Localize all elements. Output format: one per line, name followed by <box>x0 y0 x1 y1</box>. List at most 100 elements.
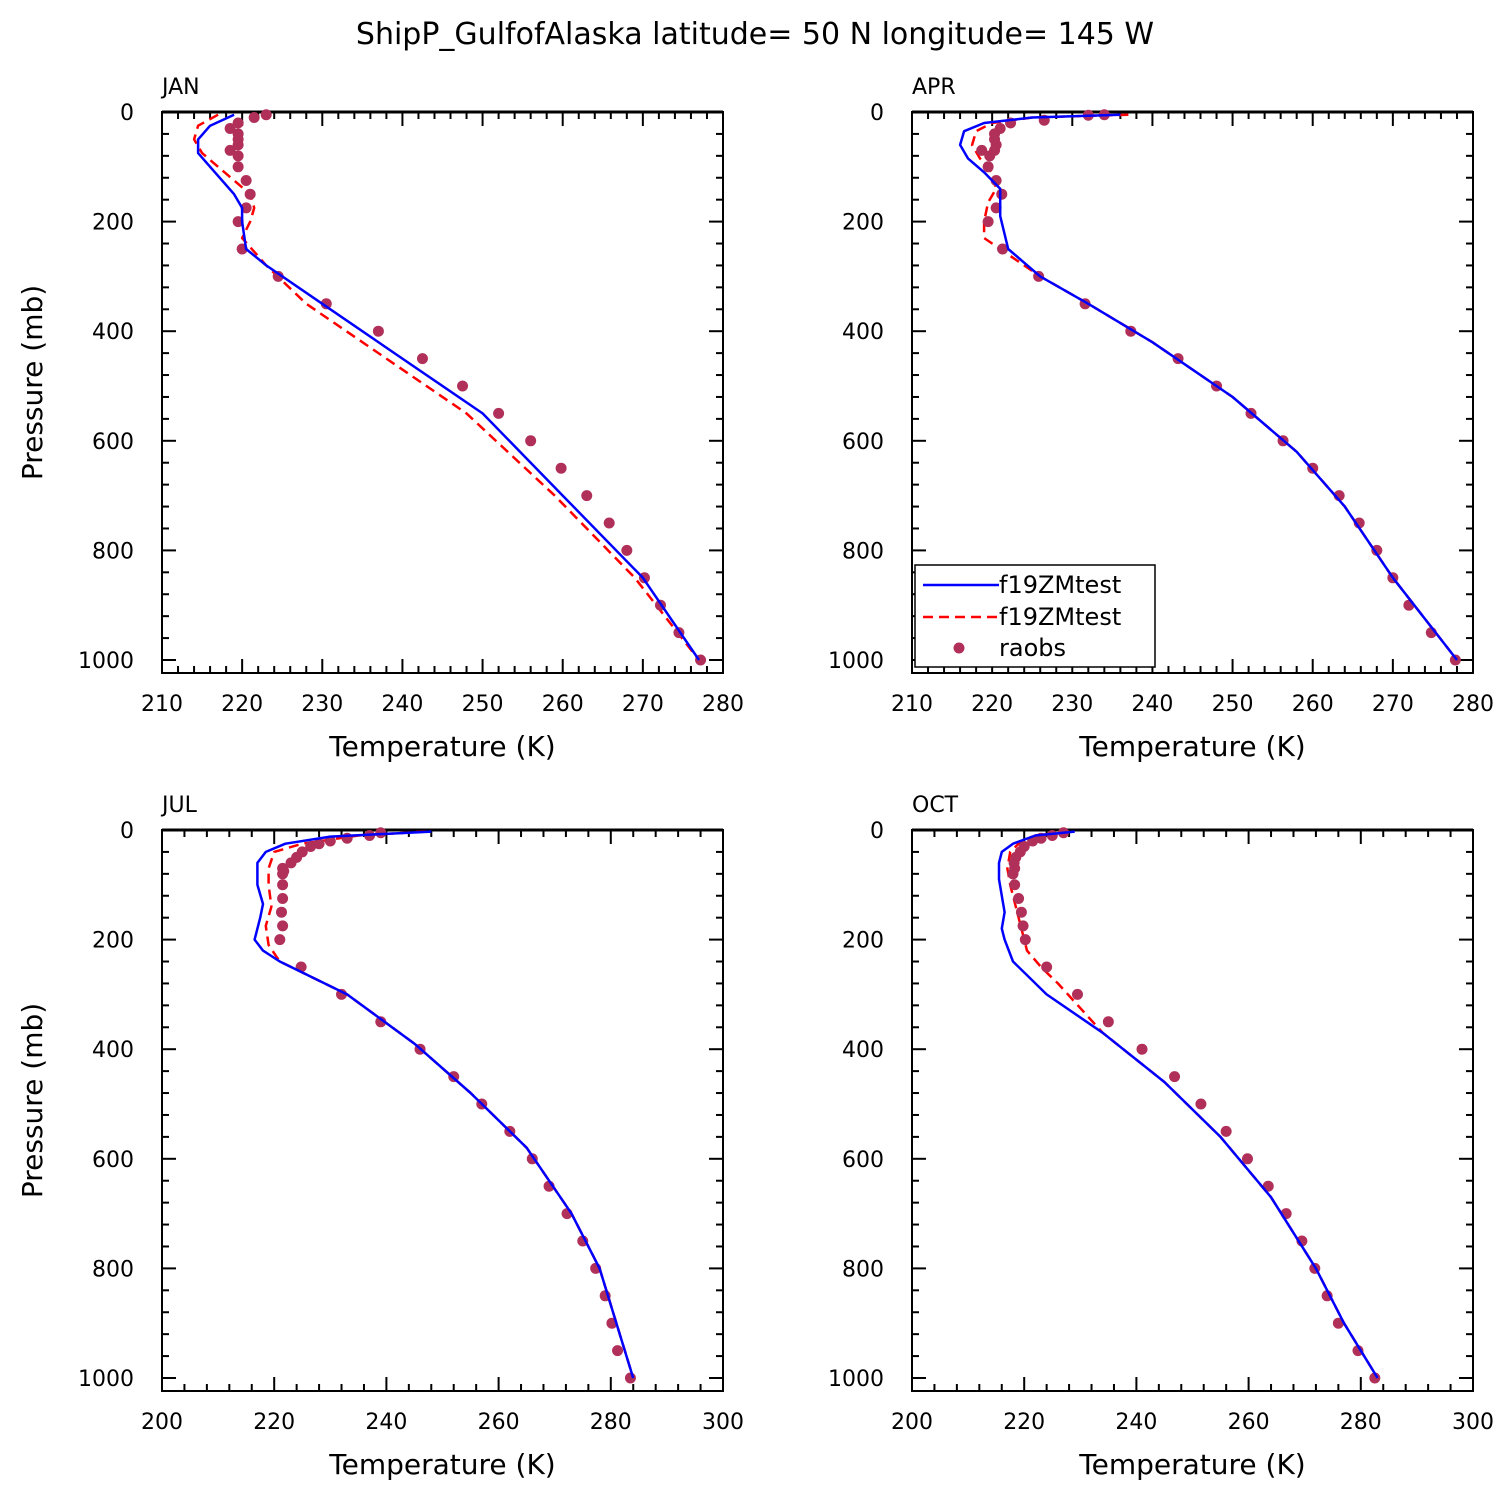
y-tick-label: 400 <box>92 1038 134 1063</box>
y-tick-label: 0 <box>870 101 884 126</box>
raobs-point <box>272 270 284 282</box>
x-tick-label: 260 <box>1228 1410 1270 1435</box>
x-tick-label: 260 <box>478 1410 520 1435</box>
x-axis-label: Temperature (K) <box>328 1448 555 1481</box>
raobs-point <box>1013 893 1025 904</box>
raobs-point <box>1071 988 1083 1000</box>
raobs-point <box>232 139 244 151</box>
x-tick-label: 220 <box>971 692 1013 717</box>
panels: JAN 210 220 230 240 250 260 270 280 0 200 400 600 800… <box>16 75 1494 1481</box>
raobs-point <box>224 122 236 134</box>
x-tick-label: 280 <box>1340 1410 1382 1435</box>
y-tick-label: 200 <box>842 211 884 236</box>
raobs-point <box>984 150 996 162</box>
raobs-point <box>1220 1125 1232 1137</box>
series-line-dashed <box>970 113 1458 661</box>
x-tick-label: 220 <box>1003 1410 1045 1435</box>
figure-title: ShipP_GulfofAlaska latitude= 50 N longit… <box>356 17 1154 52</box>
x-tick-label: 270 <box>1372 692 1414 717</box>
raobs-point <box>525 435 537 447</box>
panel-title: JAN <box>160 75 200 100</box>
raobs-point <box>1015 906 1027 918</box>
raobs-point <box>1371 544 1383 556</box>
x-tick-label: 220 <box>253 1410 295 1435</box>
raobs-point <box>248 111 260 123</box>
x-tick-label: 260 <box>1292 692 1334 717</box>
y-tick-label: 200 <box>92 211 134 236</box>
raobs-point <box>277 893 289 904</box>
x-tick-label: 210 <box>141 692 183 717</box>
x-tick-label: 230 <box>1051 692 1093 717</box>
panel-jan: JAN 210 220 230 240 250 260 270 280 0 200 400 600 800… <box>16 75 744 763</box>
raobs-point <box>1046 829 1058 841</box>
legend: f19ZMtest f19ZMtest raobs <box>914 564 1156 668</box>
raobs-point <box>1136 1043 1148 1055</box>
y-axis-label: Pressure (mb) <box>16 1003 49 1198</box>
y-tick-label: 1000 <box>78 649 134 674</box>
series-line-solid <box>253 830 635 1379</box>
raobs-point <box>313 838 325 850</box>
y-tick-label: 600 <box>842 1148 884 1173</box>
x-tick-label: 210 <box>891 692 933 717</box>
raobs-point <box>581 490 593 502</box>
raobs-point <box>1195 1098 1207 1110</box>
plot-area <box>253 827 636 1384</box>
raobs-point <box>1009 879 1021 891</box>
raobs-point <box>612 1345 624 1357</box>
x-tick-label: 280 <box>702 692 744 717</box>
y-tick-label: 0 <box>120 101 134 126</box>
y-tick-label: 400 <box>92 320 134 345</box>
x-tick-label: 200 <box>141 1410 183 1435</box>
y-axis-label: Pressure (mb) <box>16 285 49 480</box>
raobs-point <box>232 161 244 173</box>
x-tick-label: 300 <box>702 1410 744 1435</box>
raobs-point <box>1241 1153 1253 1165</box>
y-tick-label: 1000 <box>78 1367 134 1392</box>
series-line-solid <box>958 113 1458 661</box>
series-line-dashed <box>264 830 635 1379</box>
x-tick-label: 280 <box>1452 692 1494 717</box>
x-axis-label: Temperature (K) <box>1078 1448 1305 1481</box>
x-tick-label: 280 <box>590 1410 632 1435</box>
y-tick-label: 200 <box>92 929 134 954</box>
raobs-point <box>275 906 287 918</box>
y-tick-label: 1000 <box>828 1367 884 1392</box>
series-line-dashed <box>192 113 700 661</box>
y-tick-label: 0 <box>870 819 884 844</box>
raobs-point <box>285 857 297 869</box>
y-tick-label: 800 <box>842 539 884 564</box>
y-tick-label: 800 <box>92 1257 134 1282</box>
raobs-point <box>372 325 384 337</box>
x-tick-label: 250 <box>1212 692 1254 717</box>
y-tick-label: 600 <box>92 1148 134 1173</box>
x-axis-label: Temperature (K) <box>1078 730 1305 763</box>
raobs-point <box>1019 934 1031 946</box>
series-line-solid <box>997 830 1379 1379</box>
raobs-point <box>976 144 988 156</box>
raobs-point <box>260 109 272 121</box>
x-tick-label: 200 <box>891 1410 933 1435</box>
legend-dot <box>953 642 965 654</box>
x-tick-label: 270 <box>622 692 664 717</box>
plot-frame <box>161 829 724 1392</box>
raobs-point <box>224 144 236 156</box>
plot-area <box>997 827 1381 1384</box>
series-line-dashed <box>1006 830 1379 1379</box>
raobs-point <box>603 517 615 529</box>
raobs-point <box>555 462 567 474</box>
x-tick-label: 240 <box>1115 1410 1157 1435</box>
y-tick-label: 400 <box>842 320 884 345</box>
panel-oct: OCT 200 220 240 260 280 300 0 200 400 600 800 1000 Te… <box>828 793 1494 1481</box>
raobs-point <box>416 353 428 365</box>
raobs-point <box>990 202 1002 214</box>
raobs-point <box>621 544 633 556</box>
raobs-point <box>1332 1317 1344 1329</box>
y-tick-label: 800 <box>842 1257 884 1282</box>
x-tick-label: 220 <box>221 692 263 717</box>
x-tick-label: 240 <box>365 1410 407 1435</box>
x-tick-label: 260 <box>542 692 584 717</box>
y-tick-label: 0 <box>120 819 134 844</box>
panel-title: APR <box>912 75 956 100</box>
raobs-point <box>1017 920 1029 932</box>
legend-label: f19ZMtest <box>999 603 1121 631</box>
